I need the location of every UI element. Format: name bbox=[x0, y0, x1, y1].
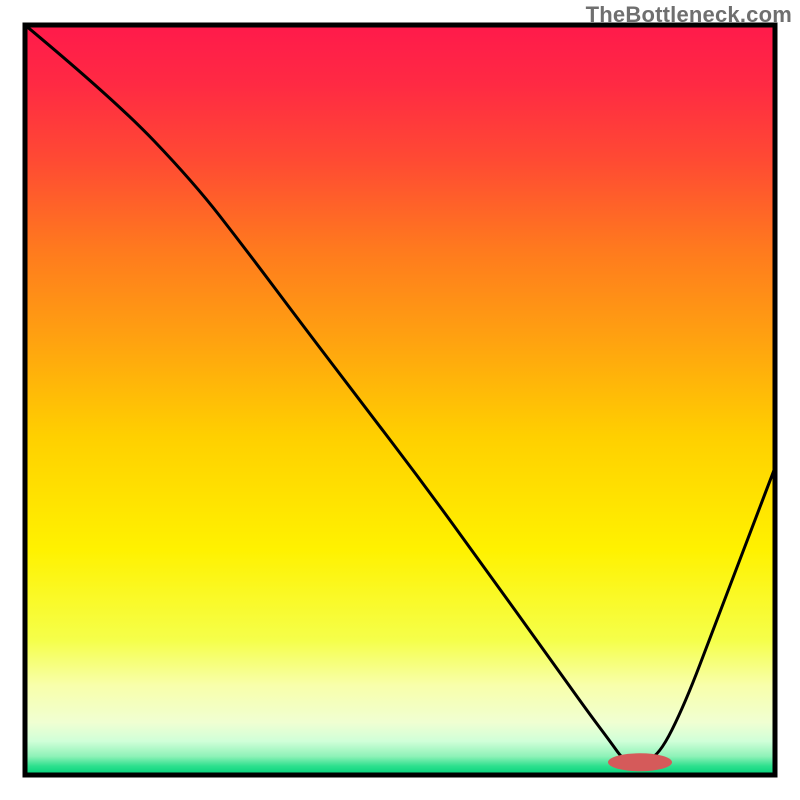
optimal-marker bbox=[608, 753, 672, 771]
bottleneck-chart bbox=[0, 0, 800, 800]
watermark-text: TheBottleneck.com bbox=[586, 2, 792, 28]
gradient-fill bbox=[25, 25, 775, 775]
